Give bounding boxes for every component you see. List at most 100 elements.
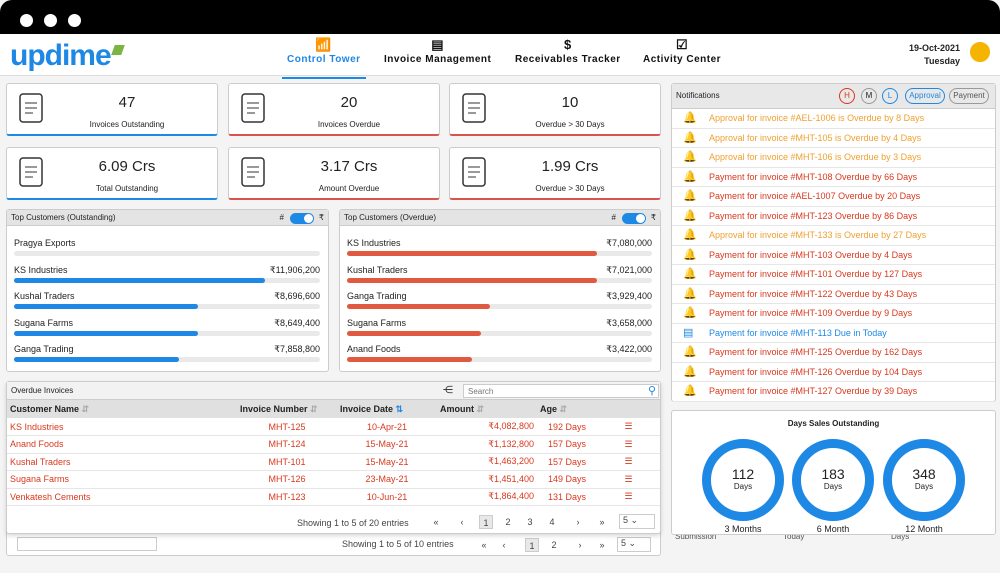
row-menu-icon[interactable]: ☰ xyxy=(597,418,660,436)
sort-icon[interactable]: ⇵ xyxy=(310,403,318,414)
column-header-amount[interactable]: Amount ⇵ xyxy=(437,400,537,418)
filter-low-button[interactable]: L xyxy=(882,88,898,104)
notification-item[interactable]: ▤ Payment for invoice #MHT-113 Due in Tod… xyxy=(672,324,995,343)
prev-page-button[interactable]: ‹ xyxy=(502,540,506,550)
column-header-invoice-date[interactable]: Invoice Date ⇅ xyxy=(337,400,437,418)
calendar-icon xyxy=(460,91,490,127)
stat-card[interactable]: 6.09 Crs Total Outstanding xyxy=(6,147,218,200)
notification-item[interactable]: 🔔 Payment for invoice #MHT-103 Overdue by… xyxy=(672,246,995,265)
page-button[interactable]: 2 xyxy=(551,540,557,550)
table-row[interactable]: Venkatesh Cements MHT-123 10-Jun-21 ₹1,864,… xyxy=(7,488,660,506)
page-button[interactable]: 3 xyxy=(527,517,533,527)
page-button[interactable]: 2 xyxy=(505,517,511,527)
stat-card[interactable]: 1.99 Crs Overdue > 30 Days xyxy=(449,147,661,200)
notification-item[interactable]: 🔔 Payment for invoice #MHT-122 Overdue by… xyxy=(672,285,995,304)
share-icon[interactable]: ⋲ xyxy=(443,385,453,396)
table-row[interactable]: Sugana Farms MHT-126 23-May-21 ₹1,451,400 14… xyxy=(7,470,660,489)
next-page-button[interactable]: › xyxy=(578,540,582,550)
sort-icon[interactable]: ⇵ xyxy=(476,403,485,414)
prev-page-button[interactable]: ‹ xyxy=(460,517,464,527)
stat-value: 6.09 Crs xyxy=(98,158,156,175)
page-button[interactable]: 4 xyxy=(549,517,555,527)
notification-item[interactable]: 🔔 Payment for invoice #MHT-127 Overdue by… xyxy=(672,382,995,402)
page-button[interactable]: 1 xyxy=(479,515,493,529)
page-size-select[interactable]: 5 ⌄ xyxy=(619,514,655,529)
first-page-button[interactable]: « xyxy=(481,540,487,550)
table-row[interactable]: Anand Foods MHT-124 15-May-21 ₹1,132,800 157… xyxy=(7,435,660,454)
notification-item[interactable]: 🔔 Approval for invoice #MHT-105 is Overdu… xyxy=(672,129,995,148)
filter-high-button[interactable]: H xyxy=(839,88,855,104)
last-page-button[interactable]: » xyxy=(599,540,605,550)
stat-card[interactable]: 47 Invoices Outstanding xyxy=(6,83,218,136)
notification-item[interactable]: 🔔 Approval for invoice #MHT-106 is Overdu… xyxy=(672,148,995,168)
page-size-select[interactable]: 5 ⌄ xyxy=(617,537,651,552)
column-header-age[interactable]: Age ⇵ xyxy=(537,400,597,418)
row-menu-icon[interactable]: ☰ xyxy=(597,488,660,506)
stat-value: 47 xyxy=(118,94,136,111)
top-header: updime 📶 Control Tower ▤ Invoice Managem… xyxy=(0,34,1000,79)
sort-asc-icon[interactable]: ⇅ xyxy=(395,403,404,414)
nav-receivables-tracker[interactable]: $ Receivables Tracker xyxy=(515,37,621,65)
hand-money-icon: $ xyxy=(563,37,572,52)
row-menu-icon[interactable]: ☰ xyxy=(597,453,660,471)
bar-track xyxy=(14,330,320,336)
next-page-button[interactable]: › xyxy=(576,517,580,527)
table-cell: Anand Foods xyxy=(7,435,237,454)
table-cell: ₹1,451,400 xyxy=(437,470,537,489)
column-header-invoice-number[interactable]: Invoice Number ⇵ xyxy=(237,400,337,418)
window-maximize-dot[interactable] xyxy=(68,14,81,27)
avatar[interactable] xyxy=(968,40,992,64)
last-page-button[interactable]: » xyxy=(599,517,605,527)
bell-icon: 🔔 xyxy=(683,209,697,222)
stat-card[interactable]: 3.17 Crs Amount Overdue xyxy=(228,147,440,200)
notification-item[interactable]: 🔔 Approval for invoice #AEL-1006 is Overd… xyxy=(672,109,995,129)
notification-item[interactable]: 🔔 Approval for invoice #MHT-133 is Overdu… xyxy=(672,226,995,246)
notification-item[interactable]: 🔔 Payment for invoice #MHT-109 Overdue by… xyxy=(672,304,995,324)
app-logo[interactable]: updime xyxy=(10,39,125,73)
bar-track xyxy=(347,357,652,363)
sort-icon[interactable]: ⇵ xyxy=(81,403,90,414)
window-close-dot[interactable] xyxy=(20,14,33,27)
row-menu-icon[interactable]: ☰ xyxy=(597,435,660,454)
notification-item[interactable]: 🔔 Payment for invoice #AEL-1007 Overdue b… xyxy=(672,187,995,207)
column-header-customer[interactable]: Customer Name ⇵ xyxy=(7,400,237,418)
customer-name: Sugana Farms xyxy=(347,317,407,328)
stat-value: 20 xyxy=(340,94,358,111)
stat-value: 10 xyxy=(561,94,579,111)
nav-control-tower[interactable]: 📶 Control Tower xyxy=(282,37,366,79)
search-input[interactable] xyxy=(463,384,659,398)
notification-item[interactable]: 🔔 Payment for invoice #MHT-108 Overdue by… xyxy=(672,168,995,187)
sort-icon[interactable]: ⇵ xyxy=(559,403,568,414)
filter-payment-button[interactable]: Payment xyxy=(949,88,989,104)
stat-card[interactable]: 20 Invoices Overdue xyxy=(228,83,440,136)
table-row[interactable]: Kushal Traders MHT-101 15-May-21 ₹1,463,200… xyxy=(7,453,660,471)
stat-card[interactable]: 10 Overdue > 30 Days xyxy=(449,83,661,136)
filter-approval-button[interactable]: Approval xyxy=(905,88,945,104)
filter-medium-button[interactable]: M xyxy=(861,88,877,104)
amount-count-toggle[interactable] xyxy=(290,213,314,224)
amount-count-toggle[interactable] xyxy=(622,213,646,224)
window-minimize-dot[interactable] xyxy=(44,14,57,27)
table-cell: 15-May-21 xyxy=(337,453,437,471)
notification-item[interactable]: 🔔 Payment for invoice #MHT-123 Overdue by… xyxy=(672,207,995,226)
bell-icon: 🔔 xyxy=(683,287,697,300)
table-cell: ₹1,864,400 xyxy=(437,488,537,506)
row-menu-icon[interactable]: ☰ xyxy=(597,470,660,489)
dso-panel: Days Sales Outstanding 112 Days 3 Months 18… xyxy=(671,410,996,535)
overdue-invoices-panel: Overdue Invoices ⋲ ⚲ Customer Name ⇵ Inv… xyxy=(6,381,661,534)
page-button[interactable]: 1 xyxy=(525,538,539,552)
notification-item[interactable]: 🔔 Payment for invoice #MHT-125 Overdue by… xyxy=(672,343,995,363)
first-page-button[interactable]: « xyxy=(433,517,439,527)
notification-item[interactable]: 🔔 Payment for invoice #MHT-101 Overdue by… xyxy=(672,265,995,285)
background-table-input[interactable] xyxy=(17,537,157,551)
notification-item[interactable]: 🔔 Payment for invoice #MHT-126 Overdue by… xyxy=(672,363,995,382)
customer-name: Ganga Trading xyxy=(14,344,74,355)
nav-activity-center[interactable]: ☑ Activity Center xyxy=(643,37,722,65)
stat-label: Amount Overdue xyxy=(318,184,380,193)
search-icon[interactable]: ⚲ xyxy=(647,385,656,397)
bell-icon: 🔔 xyxy=(683,346,697,358)
nav-invoice-management[interactable]: ▤ Invoice Management xyxy=(384,37,492,65)
dso-ring: 348 Days xyxy=(883,439,965,521)
calendar-rupee-icon xyxy=(460,155,490,191)
table-row[interactable]: KS Industries MHT-125 10-Apr-21 ₹4,082,800 1… xyxy=(7,418,660,436)
